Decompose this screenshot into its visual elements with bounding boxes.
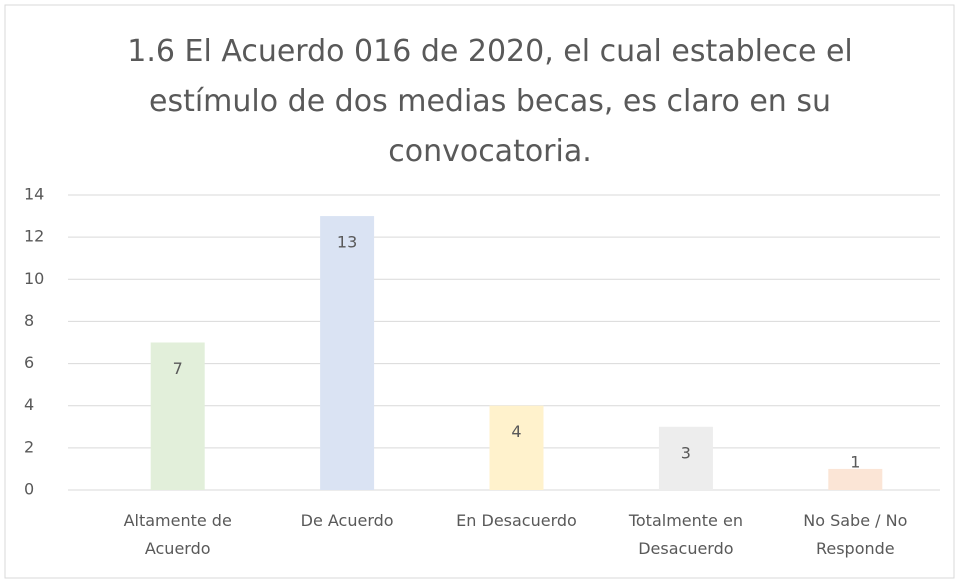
y-tick-label: 8 [24, 311, 34, 330]
x-tick-label: Totalmente en Desacuerdo [628, 511, 743, 558]
bar [150, 342, 205, 490]
y-tick-label: 10 [24, 269, 44, 288]
y-tick-label: 14 [24, 185, 44, 204]
data-label: 4 [511, 422, 521, 441]
data-label: 13 [337, 233, 357, 252]
bar [489, 405, 544, 490]
data-label: 3 [681, 443, 691, 462]
x-tick-label: Altamente de Acuerdo [123, 511, 232, 558]
x-tick-label: No Sabe / No Responde [803, 511, 908, 558]
y-tick-label: 12 [24, 227, 44, 246]
chart-title: 1.6 El Acuerdo 016 de 2020, el cual esta… [127, 34, 853, 169]
bar [658, 426, 713, 490]
y-tick-label: 6 [24, 353, 34, 372]
x-tick-label: De Acuerdo [300, 511, 394, 530]
data-label: 1 [850, 452, 860, 471]
chart-frame [4, 4, 955, 579]
x-tick-label: En Desacuerdo [456, 511, 577, 530]
y-tick-label: 2 [24, 437, 34, 456]
bar [320, 216, 375, 491]
y-tick-label: 4 [24, 395, 34, 414]
y-tick-label: 0 [24, 480, 34, 499]
data-label: 7 [173, 359, 183, 378]
bar [828, 468, 883, 490]
